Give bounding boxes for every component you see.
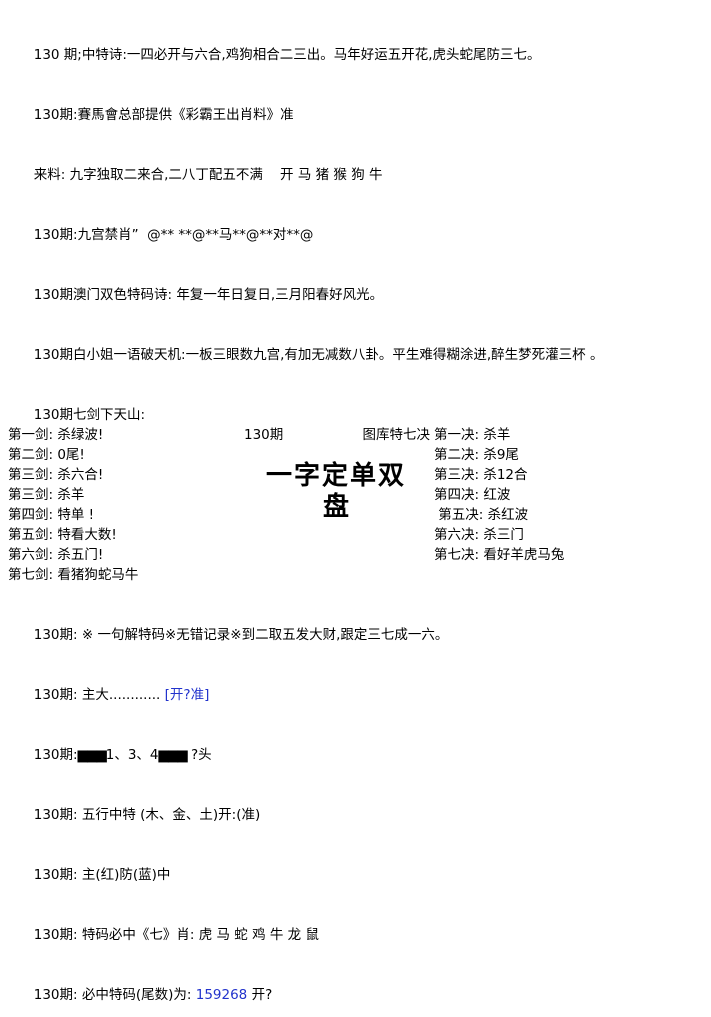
sword-line: 第三剑: 杀六合! bbox=[8, 467, 104, 483]
tip-line: 第六决: 杀三门 bbox=[434, 527, 524, 543]
tip-line: 第七决: 看好羊虎马兔 bbox=[434, 547, 565, 563]
text-segment: 130期七剑下天山: bbox=[33, 407, 146, 423]
text-segment: 1、3、4 bbox=[105, 747, 159, 763]
text-line: 来料: 九字独取二来合,二八丁配五不满 开 马 猪 猴 狗 牛 bbox=[8, 125, 711, 185]
text-line: 130期: 必中特码(尾数)为: 159268 开? bbox=[8, 945, 711, 1005]
sword-line: 第三剑: 杀羊 bbox=[8, 487, 85, 503]
text-line: ▆▆特码大包围100%▆ (开??准) bbox=[1, 1005, 711, 1017]
sword-line: 第五剑: 特看大数! bbox=[8, 527, 117, 543]
seven-tips-list: 第一决: 杀羊 第二决: 杀9尾 第三决: 杀12合 第四决: 红波 第五决: 杀红波… bbox=[434, 425, 711, 585]
sword-line: 第一剑: 杀绿波! bbox=[8, 427, 104, 443]
text-segment: 130 期;中特诗:一四必开与六合,鸡狗相合二三出。马年好运五开花,虎头蛇尾防三… bbox=[33, 47, 541, 63]
text-line: 130期: 主大............ [开?准] bbox=[8, 645, 711, 705]
sword-line: 第七剑: 看猪狗蛇马牛 bbox=[8, 567, 139, 583]
text-segment: 130期: 主大............ bbox=[33, 687, 165, 703]
text-line: 130期:九宫禁肖” @** **@**马**@**对**@ bbox=[8, 185, 711, 245]
text-segment: 130期: 特码必中《七》肖: 虎 马 蛇 鸡 牛 龙 鼠 bbox=[33, 927, 319, 943]
text-segment: 来料: 九字独取二来合,二八丁配五不满 开 马 猪 猴 狗 牛 bbox=[33, 167, 383, 183]
text-segment: 130期澳门双色特码诗: 年复一年日复日,三月阳春好风光。 bbox=[33, 287, 384, 303]
text-segment: 130期:賽馬會总部提供《彩霸王出肖料》准 bbox=[33, 107, 294, 123]
text-line: 130期: 五行中特 (木、金、土)开:(准) bbox=[8, 765, 711, 825]
gallery-title: 图库特七决 bbox=[362, 427, 431, 443]
text-line: 130期:賽馬會总部提供《彩霸王出肖料》准 bbox=[8, 65, 711, 125]
sword-line: 第二剑: 0尾! bbox=[8, 447, 85, 463]
text-line: 130期: ※ 一句解特码※无错记录※到二取五发大财,跟定三七成一六。 bbox=[8, 585, 711, 645]
tip-line: 第四决: 红波 bbox=[434, 487, 511, 503]
text-segment: 开? bbox=[247, 987, 273, 1003]
text-segment: [开?准] bbox=[164, 687, 210, 703]
prediction-text-block: 130 期;中特诗:一四必开与六合,鸡狗相合二三出。马年好运五开花,虎头蛇尾防三… bbox=[0, 0, 711, 425]
text-segment: 130期: 五行中特 (木、金、土)开:(准) bbox=[33, 807, 261, 823]
center-period-label: 130期 bbox=[244, 427, 284, 443]
text-segment: 130期: 主(红)防(蓝)中 bbox=[33, 867, 171, 883]
tip-line: 第三决: 杀12合 bbox=[434, 467, 528, 483]
text-segment: 130期: 必中特码(尾数)为: bbox=[33, 987, 196, 1003]
text-segment: 130期: ※ 一句解特码※无错记录※到二取五发大财,跟定三七成一六。 bbox=[33, 627, 449, 643]
prediction-lines-2: 130期: ※ 一句解特码※无错记录※到二取五发大财,跟定三七成一六。 130期… bbox=[0, 585, 711, 1017]
tip-line: 第二决: 杀9尾 bbox=[434, 447, 519, 463]
text-segment: 130期:九宫禁肖” @** **@**马**@**对**@ bbox=[33, 227, 314, 243]
text-line: 130期:▆▆▆1、3、4▆▆▆ ?头 bbox=[8, 705, 711, 765]
seven-swords-block: 第一剑: 杀绿波! 第二剑: 0尾! 第三剑: 杀六合! 第三剑: 杀羊 第四剑: 特单… bbox=[0, 425, 711, 585]
text-segment: ?头 bbox=[186, 747, 212, 763]
text-line: 130期: 特码必中《七》肖: 虎 马 蛇 鸡 牛 龙 鼠 bbox=[8, 885, 711, 945]
pan-banner: 盘 bbox=[322, 492, 349, 522]
text-segment: 130期白小姐一语破天机:一板三眼数九宫,有加无减数八卦。平生难得糊涂进,醉生梦… bbox=[33, 347, 604, 363]
seven-swords-list: 第一剑: 杀绿波! 第二剑: 0尾! 第三剑: 杀六合! 第三剑: 杀羊 第四剑: 特单… bbox=[8, 425, 238, 585]
text-line: 130期: 主(红)防(蓝)中 bbox=[8, 825, 711, 885]
text-line: 130 期;中特诗:一四必开与六合,鸡狗相合二三出。马年好运五开花,虎头蛇尾防三… bbox=[8, 5, 711, 65]
text-segment: ▆▆▆ bbox=[77, 747, 107, 763]
odd-even-banner: 一字定单双 bbox=[265, 461, 406, 491]
tip-line: 第五决: 杀红波 bbox=[434, 507, 529, 523]
text-line: 130期澳门双色特码诗: 年复一年日复日,三月阳春好风光。 bbox=[8, 245, 711, 305]
text-segment: 159268 bbox=[195, 987, 248, 1003]
text-segment: ▆▆▆ bbox=[158, 747, 188, 763]
text-line: 130期七剑下天山: bbox=[8, 365, 711, 425]
sword-line: 第六剑: 杀五门! bbox=[8, 547, 104, 563]
text-segment: 130期: bbox=[33, 747, 78, 763]
text-line: 130期白小姐一语破天机:一板三眼数九宫,有加无减数八卦。平生难得糊涂进,醉生梦… bbox=[8, 305, 711, 365]
sword-line: 第四剑: 特单 ! bbox=[8, 507, 95, 523]
tip-line: 第一决: 杀羊 bbox=[434, 427, 511, 443]
center-banner: 130期 图库特七决 一字定单双 盘 bbox=[238, 425, 434, 585]
